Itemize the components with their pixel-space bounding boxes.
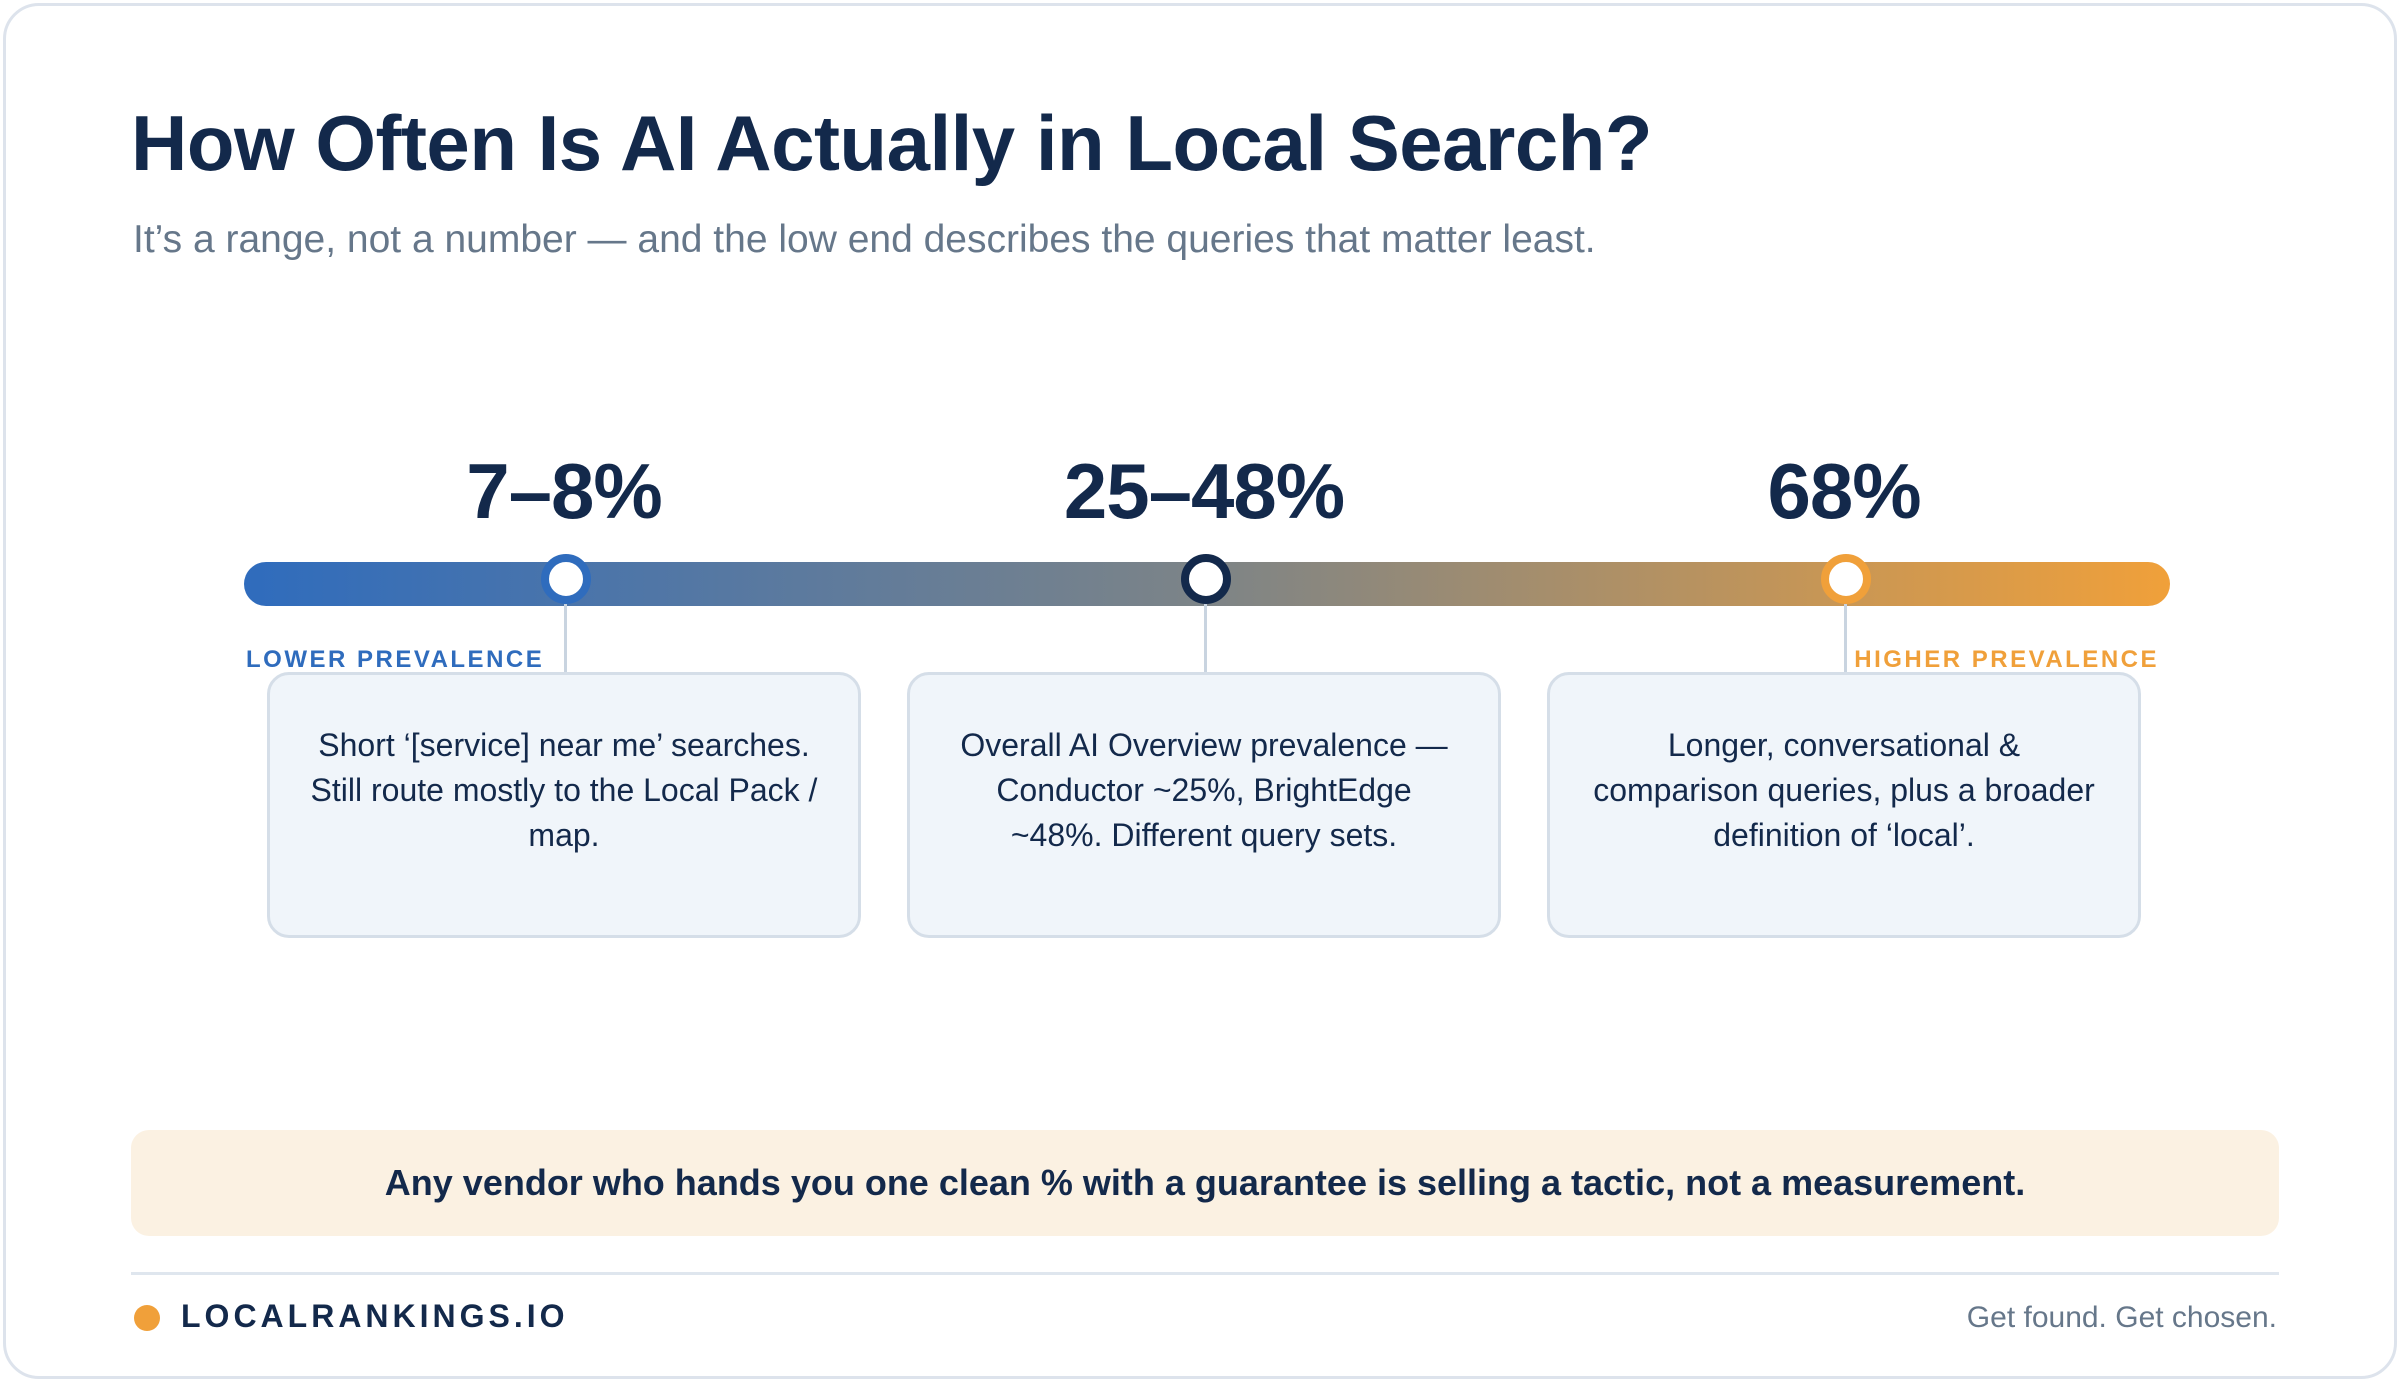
higher-prevalence-label: HIGHER PREVALENCE xyxy=(1854,646,2159,673)
callout-banner: Any vendor who hands you one clean % wit… xyxy=(131,1130,2279,1236)
range-value-low: 7–8% xyxy=(466,447,663,535)
marker-low xyxy=(541,554,591,604)
page-title: How Often Is AI Actually in Local Search… xyxy=(131,99,1653,187)
brand-name: LOCALRANKINGS.IO xyxy=(181,1298,569,1334)
infographic-card: How Often Is AI Actually in Local Search… xyxy=(3,3,2397,1379)
range-value-mid: 25–48% xyxy=(1063,447,1345,535)
lower-prevalence-label: LOWER PREVALENCE xyxy=(246,646,545,673)
range-value-high: 68% xyxy=(1767,447,1921,535)
callout-text: Any vendor who hands you one clean % wit… xyxy=(384,1162,2026,1203)
brand-dot-icon xyxy=(134,1305,160,1331)
marker-high xyxy=(1821,554,1871,604)
description-box-mid: Overall AI Overview prevalence — Conduct… xyxy=(907,672,1501,938)
page-subtitle: It’s a range, not a number — and the low… xyxy=(133,218,1596,261)
description-text-mid: Overall AI Overview prevalence — Conduct… xyxy=(960,727,1448,853)
description-text-high: Longer, conversational & comparison quer… xyxy=(1593,727,2095,853)
footer-tagline: Get found. Get chosen. xyxy=(1966,1301,2277,1334)
description-box-low: Short ‘[service] near me’ searches. Stil… xyxy=(267,672,861,938)
connector-line-mid xyxy=(1204,604,1207,674)
footer-divider xyxy=(131,1272,2279,1275)
description-text-low: Short ‘[service] near me’ searches. Stil… xyxy=(310,727,818,853)
connector-line-low xyxy=(564,604,567,674)
description-box-high: Longer, conversational & comparison quer… xyxy=(1547,672,2141,938)
connector-line-high xyxy=(1844,604,1847,674)
marker-mid xyxy=(1181,554,1231,604)
